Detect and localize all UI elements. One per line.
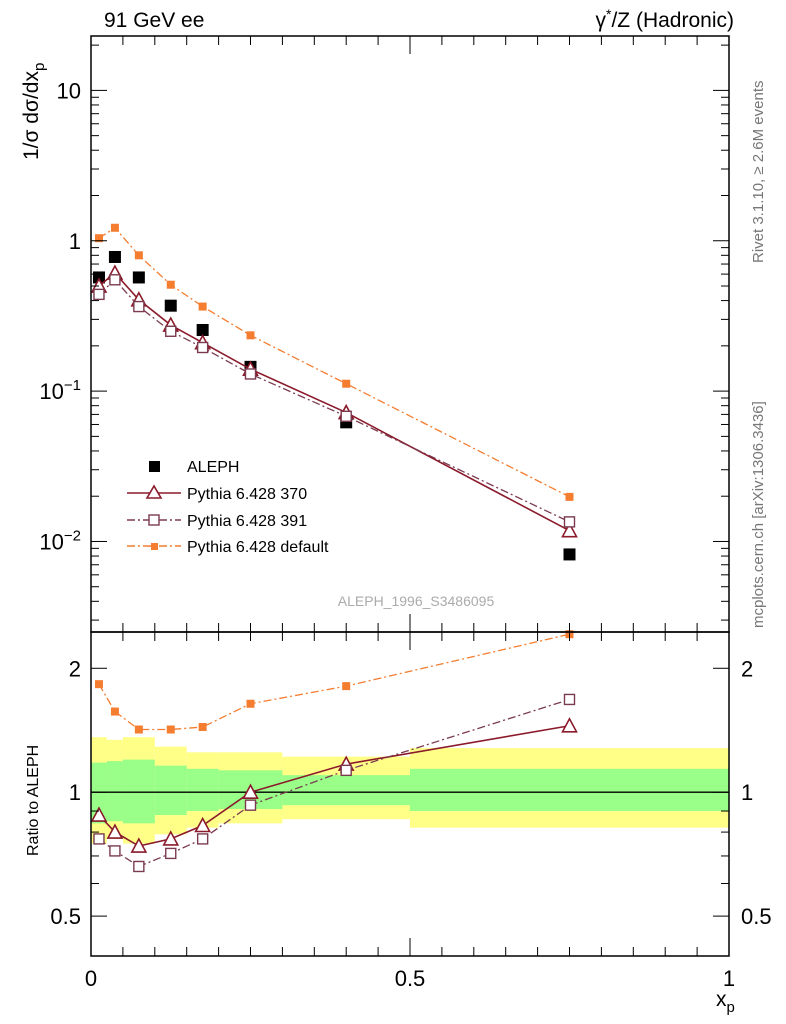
ratio-axis-label: Ratio to ALEPH <box>25 745 42 856</box>
green-band-bin <box>106 761 123 822</box>
green-band-bin <box>282 775 410 806</box>
data-point <box>90 806 108 822</box>
legend-item-pythia-370: Pythia 6.428 370 <box>127 484 307 503</box>
ratio-series-pythia-6-428-370 <box>90 717 578 853</box>
y-tick-label-ratio-right: 0.5 <box>741 904 772 929</box>
data-point <box>194 816 211 833</box>
legend-marker-pythia-default <box>151 543 158 550</box>
data-point <box>130 837 148 853</box>
data-point <box>110 707 119 716</box>
data-point <box>246 331 255 340</box>
data-point <box>106 823 124 839</box>
data-point <box>133 300 145 313</box>
data-point <box>561 717 578 733</box>
data-point <box>342 682 351 691</box>
data-point <box>563 548 576 561</box>
y-tick-label-ratio: 2 <box>69 656 81 681</box>
series-line <box>98 226 570 498</box>
legend-label-pythia-370: Pythia 6.428 370 <box>187 486 307 503</box>
data-point <box>166 280 175 289</box>
left-title: 91 GeV ee <box>104 9 204 32</box>
y-tick-label-main: 10−1 <box>39 377 81 404</box>
ratio-series-pythia-6-428-default <box>94 630 574 734</box>
data-point <box>94 234 103 243</box>
data-point <box>134 725 143 734</box>
y-axis-label: 1/σ dσ/dxp <box>20 63 48 160</box>
y-tick-label-ratio-right: 1 <box>741 780 753 805</box>
green-band-bin <box>186 768 219 812</box>
data-point <box>93 288 105 301</box>
y-tick-label-ratio: 1 <box>69 780 81 805</box>
y-tick-label-main: 10−2 <box>39 527 81 554</box>
data-point <box>242 783 259 799</box>
green-band-bin <box>122 759 155 824</box>
data-point <box>162 830 180 846</box>
data-point <box>165 325 177 337</box>
data-point <box>93 833 105 845</box>
data-point <box>94 680 103 689</box>
data-point <box>164 299 177 312</box>
green-band-bin <box>91 762 107 824</box>
green-band-bin <box>410 768 729 812</box>
main-series-pythia-6-428-391 <box>93 274 576 528</box>
y-tick-label-main: 10 <box>57 78 81 103</box>
data-point <box>134 251 143 260</box>
analysis-label: ALEPH_1996_S3486095 <box>338 593 495 609</box>
data-point <box>133 860 145 873</box>
data-point <box>563 516 576 528</box>
legend: ALEPH Pythia 6.428 370 Pythia 6.428 391 … <box>127 459 329 556</box>
series-line <box>98 633 570 731</box>
data-point <box>109 845 121 857</box>
legend-item-pythia-391: Pythia 6.428 391 <box>127 513 307 530</box>
data-point <box>246 699 255 708</box>
data-point <box>166 725 175 734</box>
x-axis-label: xp <box>716 988 735 1016</box>
data-point <box>198 723 207 732</box>
data-point <box>110 223 119 232</box>
data-point <box>340 764 352 777</box>
rivet-label: Rivet 3.1.10, ≥ 2.6M events <box>750 81 767 264</box>
data-point <box>165 847 177 860</box>
legend-item-pythia-default: Pythia 6.428 default <box>127 539 329 556</box>
main-series-pythia-6-428-default <box>94 223 574 501</box>
data-point <box>342 379 351 388</box>
main-series-aleph <box>92 250 576 561</box>
legend-marker-pythia-370 <box>145 484 163 499</box>
data-point <box>561 521 578 538</box>
data-point <box>196 323 209 336</box>
mcplots-label: mcplots.cern.ch [arXiv:1306.3436] <box>750 401 767 628</box>
legend-item-aleph: ALEPH <box>149 459 239 476</box>
data-point <box>244 368 257 380</box>
data-point <box>244 799 257 811</box>
x-tick-label: 0 <box>85 966 97 991</box>
x-tick-label: 1 <box>723 966 735 991</box>
data-point <box>196 833 209 845</box>
data-point <box>108 250 121 263</box>
legend-label-pythia-391: Pythia 6.428 391 <box>187 513 307 530</box>
y-tick-label-main: 1 <box>69 229 81 254</box>
series-line <box>98 278 570 523</box>
y-tick-label-ratio-right: 2 <box>741 656 753 681</box>
series-line <box>98 698 570 868</box>
legend-label-pythia-default: Pythia 6.428 default <box>187 539 329 556</box>
legend-marker-aleph <box>149 461 160 472</box>
green-band-bin <box>154 765 187 816</box>
legend-marker-pythia-391 <box>148 514 160 526</box>
y-tick-label-ratio: 0.5 <box>50 904 81 929</box>
legend-label-aleph: ALEPH <box>187 459 239 476</box>
ratio-series-pythia-6-428-391 <box>93 693 576 873</box>
right-title: γ*/Z (Hadronic) <box>596 6 734 32</box>
data-point <box>565 492 574 501</box>
data-point <box>563 693 576 706</box>
data-point <box>198 302 207 311</box>
data-point <box>109 274 121 286</box>
x-tick-label: 0.5 <box>395 966 426 991</box>
main-series-pythia-6-428-370 <box>90 264 578 538</box>
data-point <box>132 271 145 284</box>
data-point <box>196 341 209 354</box>
data-point <box>340 410 352 422</box>
